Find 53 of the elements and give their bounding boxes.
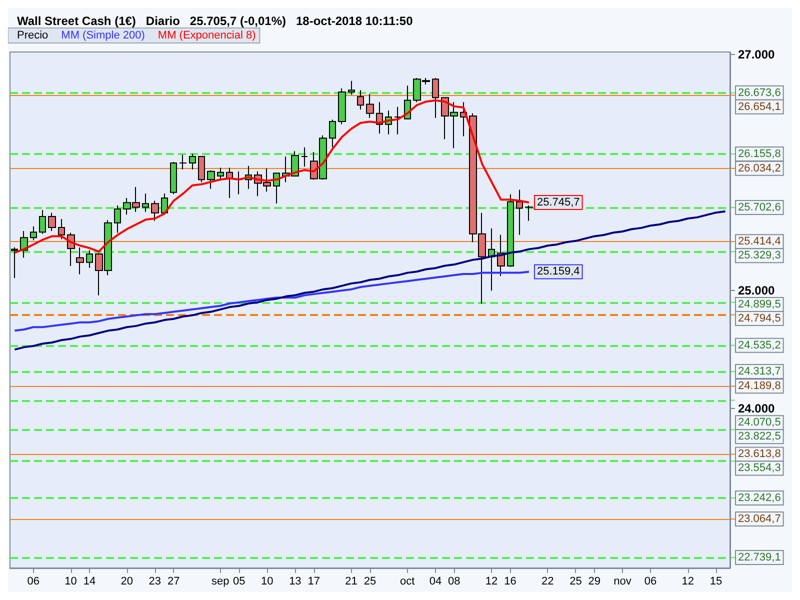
ref-line-label: 24.794,5 (738, 312, 781, 325)
ref-line-label: 25.702,6 (738, 202, 781, 214)
x-tick-label: 10 (261, 576, 274, 588)
ref-line-label: 26.034,2 (738, 162, 781, 174)
ref-line-label: 23.242,6 (738, 492, 781, 504)
text: MM (Simple 200) (61, 30, 145, 42)
x-tick-label: 12 (682, 576, 694, 588)
ref-line-label: 24.899,5 (738, 298, 781, 311)
x-tick-label: 06 (644, 576, 657, 588)
x-tick-label: 14 (83, 576, 96, 588)
x-tick-label: 23 (148, 576, 162, 588)
ref-line-label: 23.613,8 (738, 448, 781, 460)
text: Precio (17, 30, 48, 42)
ref-line-label: 24.070,5 (738, 416, 781, 429)
chart-title: Wall Street Cash (1€) Diario 25.705,7 (-0,01%) 18-oct-2018 10:11:50 (17, 14, 414, 28)
x-tick-label: 10 (64, 576, 77, 588)
y-tick-label: 27.000 (738, 47, 776, 62)
x-tick-label: 12 (485, 576, 498, 588)
y-tick-label: 25.000 (738, 284, 776, 298)
ref-line-label: 23.554,3 (738, 462, 781, 474)
ref-line-label: 24.535,2 (738, 339, 781, 352)
ref-line-label: 26.155,8 (738, 148, 781, 160)
x-tick-label: 25 (570, 576, 582, 588)
ref-line-label: 25.329,3 (738, 250, 781, 262)
ref-line-label: 24.313,7 (738, 366, 781, 378)
x-tick-label: 22 (542, 576, 554, 588)
ref-line-label: 25.414,4 (738, 236, 781, 248)
x-tick-label: 05 (232, 576, 246, 588)
ref-line-label: 23.822,5 (738, 430, 781, 443)
data-label: 25.745,7 (536, 196, 580, 208)
x-tick-label: sep (212, 576, 230, 588)
x-tick-label: oct (400, 576, 415, 588)
ref-line-label: 23.064,7 (738, 513, 781, 526)
x-tick-label: 06 (27, 576, 40, 588)
x-tick-label: 25 (364, 576, 376, 588)
x-tick-label: 27 (168, 576, 180, 588)
data-label: 25.159,4 (536, 266, 580, 278)
ref-line-label: 24.189,8 (738, 380, 781, 392)
ref-line-label: 26.654,1 (738, 100, 781, 113)
x-tick-label: 13 (289, 576, 302, 588)
y-tick-label: 24.000 (738, 402, 776, 416)
x-tick-label: 29 (588, 576, 601, 588)
x-tick-label: nov (614, 576, 632, 588)
text: MM (Exponencial 8) (158, 30, 256, 42)
x-tick-label: 21 (345, 576, 358, 588)
x-tick-label: 17 (308, 576, 320, 588)
x-tick-label: 15 (710, 576, 722, 588)
x-tick-label: 16 (504, 576, 516, 588)
ref-line-label: 26.673,6 (738, 86, 781, 99)
x-tick-label: 04 (429, 576, 442, 588)
x-tick-label: 08 (448, 576, 460, 588)
x-tick-label: 20 (120, 576, 134, 588)
ref-line-label: 22.739,1 (738, 551, 781, 564)
